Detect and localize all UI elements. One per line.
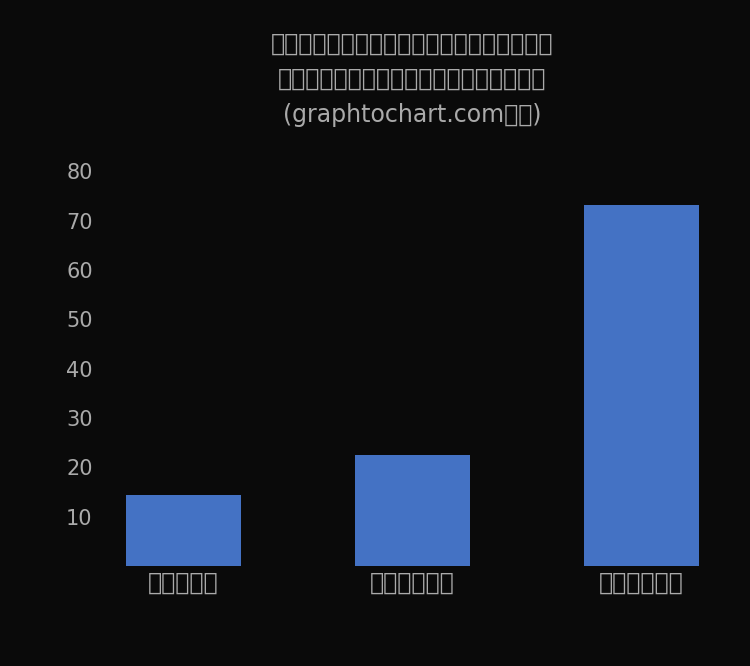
Bar [356, 455, 470, 566]
Bar [126, 495, 241, 566]
Title: 国土面積に占める森林面積の割合比較グラフ
シンガポール・デンマーク・フィンランド
(graphtochart.com作成): 国土面積に占める森林面積の割合比較グラフ シンガポール・デンマーク・フィンランド… [272, 32, 554, 127]
Bar [584, 205, 699, 566]
